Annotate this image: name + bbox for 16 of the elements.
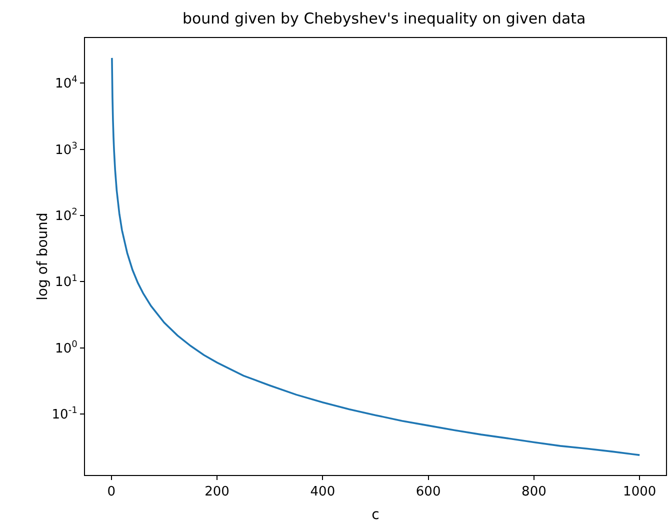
chart-title: bound given by Chebyshev's inequality on given data <box>182 10 586 28</box>
x-tick-label: 0 <box>107 484 116 500</box>
x-tick-label: 1000 <box>623 484 656 500</box>
y-tick-label: 10$^{1}$ <box>55 274 78 290</box>
x-tick-label: 800 <box>522 484 546 500</box>
x-tick-label: 200 <box>204 484 230 500</box>
x-axis-title: c <box>372 507 380 523</box>
y-tick-label: 10$^{-1}$ <box>52 406 78 423</box>
y-tick-label: 10$^{4}$ <box>55 75 78 92</box>
line-series <box>111 57 640 456</box>
y-tick-label: 10$^{3}$ <box>55 141 78 158</box>
x-tick-label: 400 <box>310 484 336 500</box>
x-tick-label: 600 <box>416 484 441 500</box>
y-tick-label: 10$^{2}$ <box>55 208 78 224</box>
y-axis-title: log of bound <box>35 212 51 300</box>
y-tick-label: 10$^{0}$ <box>55 340 78 356</box>
